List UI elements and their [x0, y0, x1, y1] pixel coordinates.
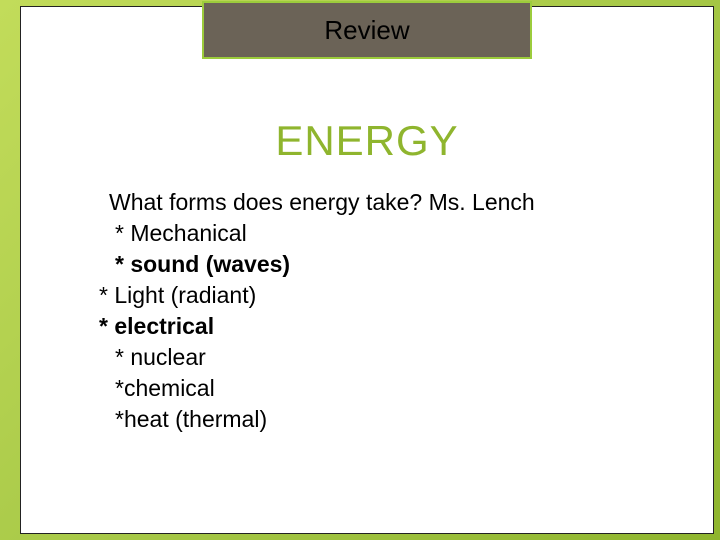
- list-item: *chemical: [115, 373, 673, 404]
- slide-background: Review ENERGY What forms does energy tak…: [0, 0, 720, 540]
- slide-title: ENERGY: [21, 117, 713, 165]
- list-item: * Mechanical: [115, 218, 673, 249]
- tab-label: Review: [324, 15, 409, 46]
- question-line: What forms does energy take? Ms. Lench: [109, 187, 673, 218]
- list-item: *heat (thermal): [115, 404, 673, 435]
- content-panel: Review ENERGY What forms does energy tak…: [20, 6, 714, 534]
- energy-forms-list: * Mechanical* sound (waves)* Light (radi…: [99, 218, 673, 435]
- review-tab: Review: [202, 1, 532, 59]
- list-item: * nuclear: [115, 342, 673, 373]
- list-item: * Light (radiant): [99, 280, 673, 311]
- list-item: * sound (waves): [115, 249, 673, 280]
- list-item: * electrical: [99, 311, 673, 342]
- body-text: What forms does energy take? Ms. Lench *…: [99, 187, 673, 435]
